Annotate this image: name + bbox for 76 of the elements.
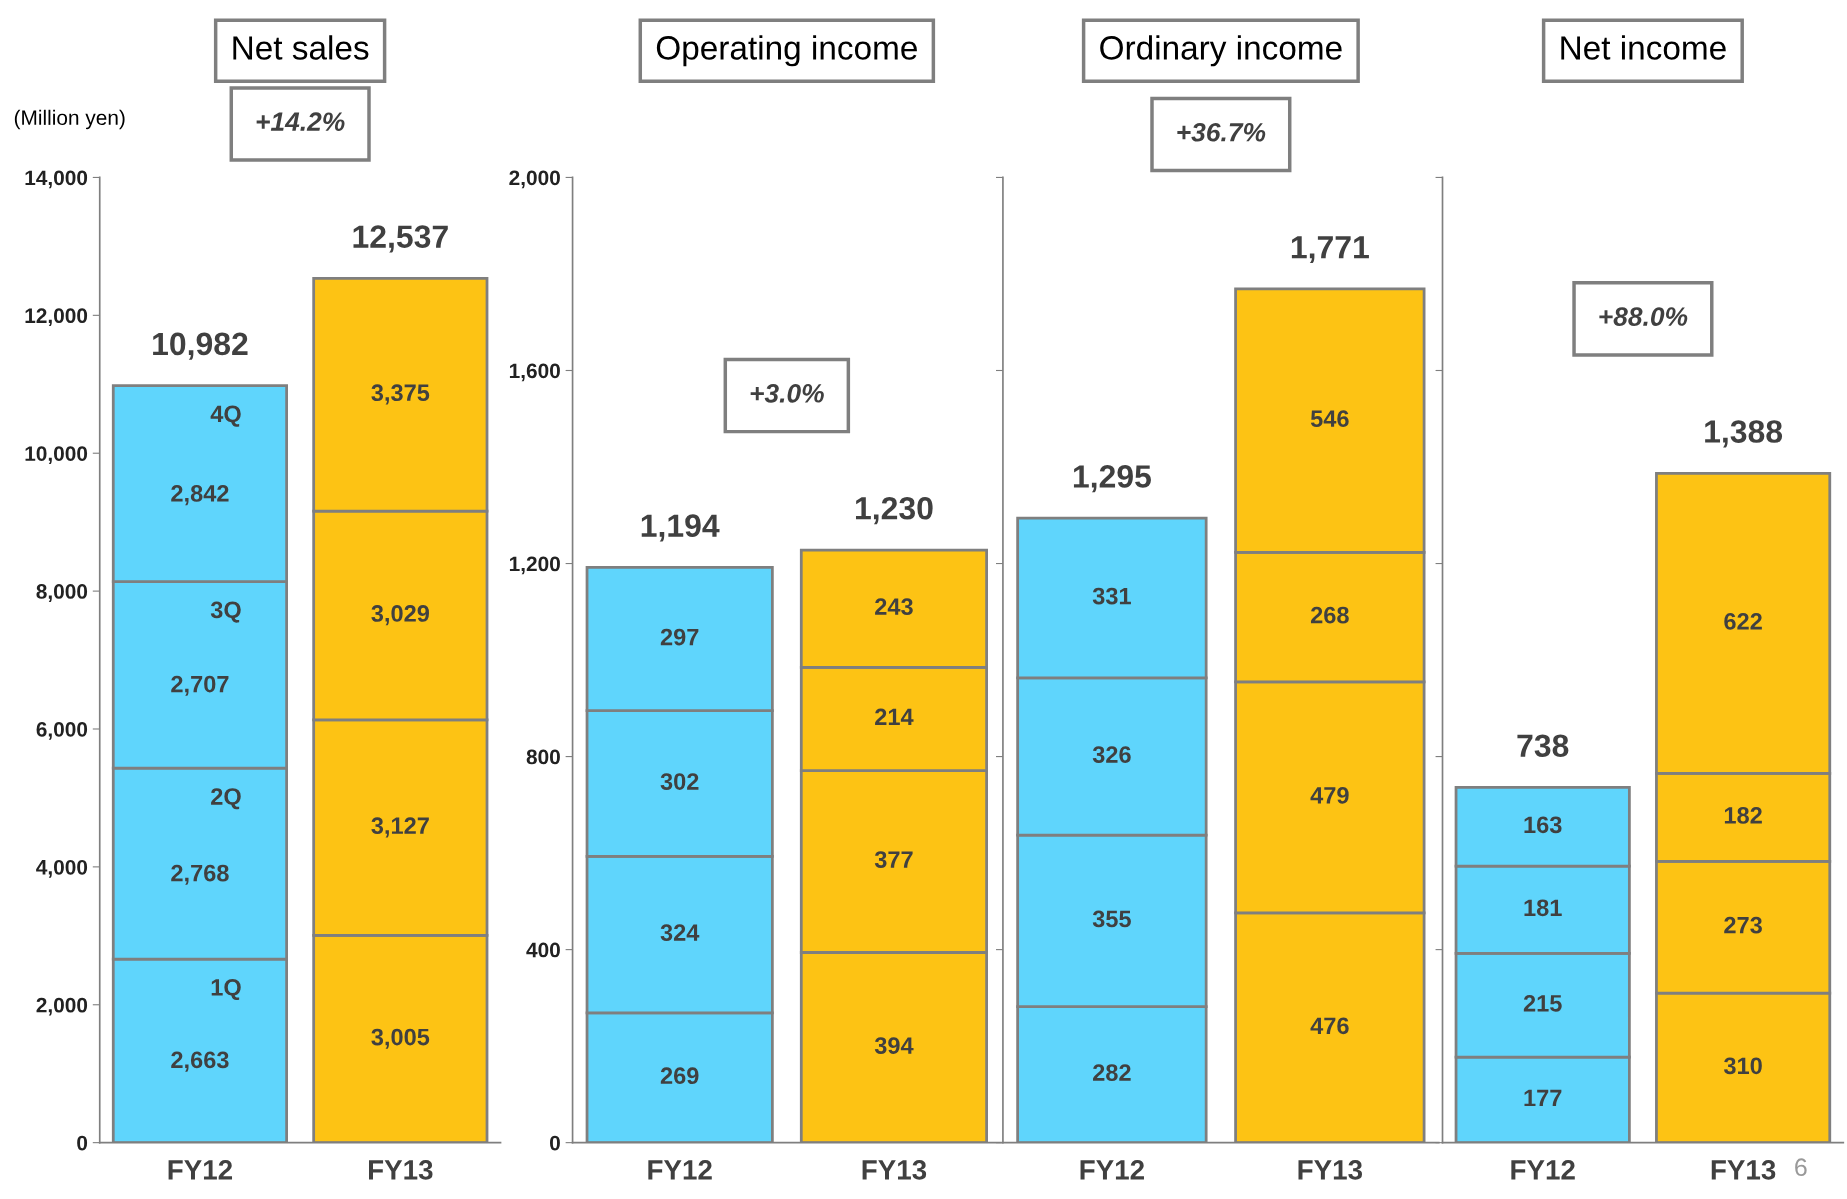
data-label: 377 — [874, 851, 913, 868]
data-label: 546 — [1310, 410, 1349, 428]
data-label: 394 — [874, 1037, 914, 1054]
annotation: +88.0% — [1599, 307, 1688, 326]
total-label: 1,388 — [1705, 420, 1783, 448]
total-label: 1,295 — [1073, 465, 1151, 493]
data-label: 2,768 — [171, 864, 229, 885]
x-tick-label: FY12 — [1511, 1160, 1575, 1180]
data-label: 268 — [1310, 606, 1349, 624]
data-label: 214 — [875, 708, 914, 726]
text: 6 — [1795, 1158, 1807, 1177]
x-tick-label: FY13 — [862, 1160, 927, 1180]
text: +14.2% — [256, 112, 345, 131]
y-tick-label: 800 — [526, 749, 560, 765]
x-tick-label: FY12 — [1080, 1160, 1144, 1180]
total-label: 12,537 — [353, 225, 448, 253]
x-tick-label: FY12 — [648, 1160, 712, 1180]
data-label: 182 — [1724, 806, 1762, 824]
chart-title: Net sales — [233, 35, 369, 60]
y-tick-label: 4,000 — [36, 859, 88, 878]
total-label: 1,194 — [641, 514, 720, 542]
data-label: 476 — [1310, 1017, 1349, 1035]
data-label: 479 — [1310, 786, 1349, 804]
data-label: 163 — [1524, 816, 1562, 834]
data-label: 3,375 — [371, 384, 430, 405]
data-label: 269 — [660, 1067, 699, 1085]
y-tick-label: 2,000 — [509, 170, 560, 189]
y-tick-label: 2,000 — [36, 997, 88, 1016]
annotation: 2Q — [211, 788, 241, 810]
data-label: 310 — [1723, 1057, 1762, 1075]
data-label: 282 — [1093, 1064, 1131, 1081]
y-tick-label: 10,000 — [25, 446, 88, 464]
x-tick-label: FY13 — [1298, 1160, 1363, 1180]
y-tick-label: 0 — [77, 1135, 88, 1151]
data-label: 297 — [660, 628, 699, 646]
data-label: 2,707 — [171, 675, 229, 696]
x-tick-label: FY13 — [369, 1160, 433, 1180]
annotation: +3.0% — [750, 383, 824, 403]
x-tick-label: FY13 — [1711, 1160, 1776, 1180]
data-label: 2,663 — [171, 1051, 229, 1072]
total-label: 738 — [1517, 734, 1569, 758]
chart-title: Net income — [1561, 35, 1726, 60]
data-label: 622 — [1724, 612, 1762, 630]
y-tick-label: 8,000 — [36, 584, 88, 602]
total-label: 1,771 — [1291, 236, 1369, 264]
chart-title: Ordinary income — [1100, 35, 1342, 67]
data-label: 326 — [1092, 746, 1131, 763]
data-label: 324 — [660, 924, 700, 942]
data-label: 215 — [1523, 994, 1562, 1012]
y-tick-label: 0 — [550, 1135, 560, 1151]
y-tick-label: 1,200 — [509, 556, 560, 575]
data-label: 3,029 — [371, 605, 430, 626]
data-label: 355 — [1092, 910, 1131, 928]
x-tick-label: FY12 — [168, 1160, 233, 1180]
data-label: 331 — [1092, 587, 1131, 605]
data-label: 177 — [1524, 1089, 1562, 1107]
annotation: 1Q — [211, 978, 241, 1001]
data-label: 2,842 — [171, 485, 229, 506]
y-tick-label: 400 — [526, 942, 560, 958]
data-label: 273 — [1724, 916, 1762, 934]
data-label: 3,127 — [371, 817, 429, 838]
text: +36.7% — [1177, 122, 1266, 142]
y-tick-label: 6,000 — [36, 721, 88, 740]
chart-title: Operating income — [656, 35, 917, 67]
annotation: 4Q — [210, 405, 241, 427]
data-label: 181 — [1524, 899, 1562, 917]
data-label: 243 — [875, 598, 913, 616]
y-tick-label: 1,600 — [509, 363, 560, 382]
y-tick-label: 14,000 — [25, 170, 88, 189]
data-label: 3,005 — [371, 1028, 430, 1049]
data-label: 302 — [660, 773, 699, 790]
total-label: 10,982 — [153, 332, 248, 360]
annotation: 3Q — [210, 601, 241, 623]
total-label: 1,230 — [855, 496, 933, 525]
y-tick-label: 12,000 — [25, 308, 88, 327]
y-axis-title: (Million yen) — [14, 109, 125, 130]
